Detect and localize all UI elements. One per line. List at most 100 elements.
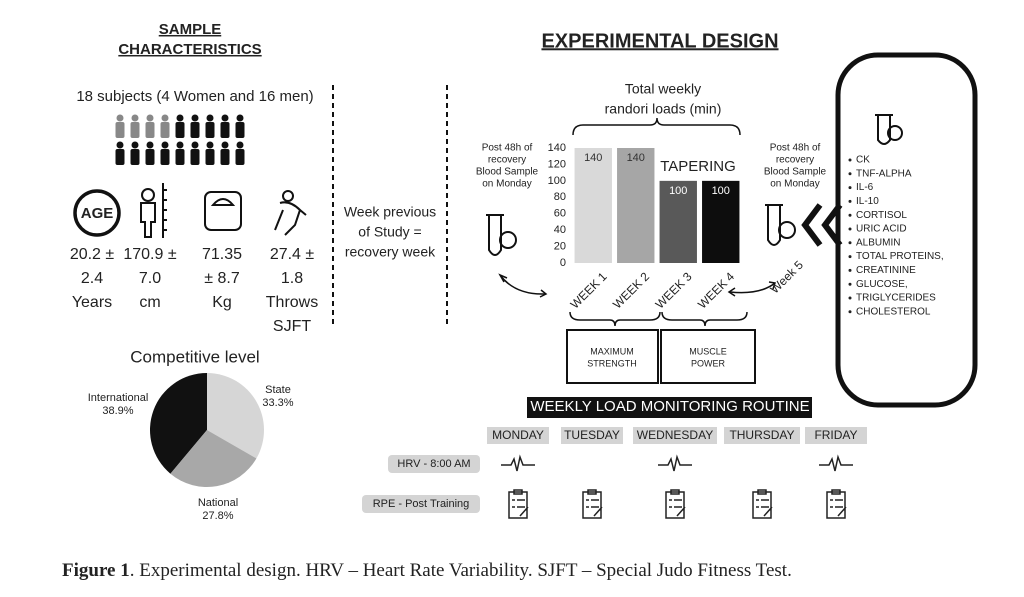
biomarker: IL-6: [856, 182, 874, 193]
stat-text: ± 8.7: [204, 270, 240, 287]
bar: [659, 180, 697, 263]
person-icon: [190, 114, 200, 138]
caption-label: Figure 1: [62, 560, 130, 581]
person-body: [160, 149, 170, 165]
bullet: [848, 227, 852, 231]
x-tick-label: WEEK 1: [568, 269, 610, 311]
day-box: [561, 427, 623, 444]
pie-label: State: [265, 384, 291, 396]
person-icon: [190, 141, 200, 165]
stat-text: 170.9 ±: [123, 246, 176, 263]
blood-note: on Monday: [482, 179, 531, 190]
stat-text: 7.0: [139, 270, 161, 287]
y-tick-label: 120: [548, 158, 566, 170]
y-tick-label: 140: [548, 142, 566, 154]
biomarker: CREATININE: [856, 265, 916, 276]
brace: [569, 311, 661, 327]
brace: [661, 311, 748, 327]
biomarker: CORTISOL: [856, 210, 907, 221]
bullet: [848, 172, 852, 176]
bullet: [848, 241, 852, 245]
person-head: [116, 114, 124, 122]
stat-text: 1.8: [281, 270, 303, 287]
biomarker: TRIGLYCERIDES: [856, 293, 936, 304]
blood-note: Blood Sample: [476, 167, 539, 178]
ecg-icon: [501, 454, 535, 472]
biomarker: CHOLESTEROL: [856, 306, 931, 317]
stat-text: Kg: [212, 294, 232, 311]
section-title: EXPERIMENTAL DESIGN: [541, 30, 778, 52]
clipboard-icon: [582, 489, 603, 519]
stat-text: Years: [72, 294, 112, 311]
person-icon: [205, 141, 215, 165]
person-head: [236, 141, 244, 149]
person-body: [190, 149, 200, 165]
test-tube: [875, 114, 903, 145]
loads-label: Total weekly: [625, 81, 701, 97]
person-icon: [145, 114, 155, 138]
bullet: [848, 296, 852, 300]
person-icon: [175, 141, 185, 165]
bar-label: 100: [669, 185, 687, 197]
pie-title: Competitive level: [130, 347, 259, 366]
recovery-note: of Study =: [358, 224, 421, 240]
y-tick-label: 20: [554, 240, 566, 252]
age-icon: [73, 189, 121, 237]
subjects-text: 18 subjects (4 Women and 16 men): [76, 88, 313, 105]
person-head: [161, 114, 169, 122]
test-tube: [765, 204, 796, 246]
phase-label: POWER: [691, 358, 726, 368]
caption-text: . Experimental design. HRV – Heart Rate …: [130, 560, 792, 581]
clipboard-icon: [752, 489, 773, 519]
content: SAMPLE CHARACTERISTICS 18 subjects (4 Wome…: [62, 21, 944, 581]
pie-value-label: 38.9%: [102, 405, 133, 417]
person-head: [131, 114, 139, 122]
person-body: [175, 122, 185, 138]
person-head: [206, 141, 214, 149]
blood-note: Blood Sample: [764, 167, 827, 178]
person-head: [146, 141, 154, 149]
person-body: [205, 122, 215, 138]
pie-label: National: [198, 497, 238, 509]
row-label-box: [362, 495, 480, 513]
y-tick-label: 60: [554, 208, 566, 220]
phase-label: MAXIMUM: [590, 346, 634, 356]
person-body: [235, 149, 245, 165]
biomarker-box: [835, 52, 978, 408]
person-icon: [235, 141, 245, 165]
person-head: [161, 141, 169, 149]
height-icon: [140, 183, 167, 238]
row-label-box: [388, 455, 480, 473]
person-icon: [205, 114, 215, 138]
stat-text: 20.2 ±: [70, 246, 115, 263]
person-head: [176, 141, 184, 149]
person-body: [145, 149, 155, 165]
pie-label: International: [88, 392, 149, 404]
person-head: [131, 141, 139, 149]
x-tick-label: WEEK 2: [610, 269, 652, 311]
person-icon: [220, 114, 230, 138]
biomarker: CK: [856, 155, 870, 166]
bullet: [848, 213, 852, 217]
arrow: [729, 282, 776, 294]
bar: [617, 148, 655, 263]
blood-note: recovery: [488, 155, 526, 166]
person-body: [115, 149, 125, 165]
age-label: AGE: [81, 205, 114, 222]
week-label: Week 5: [767, 258, 806, 297]
bar-label: 140: [584, 152, 602, 164]
day-box: [487, 427, 549, 444]
bullet: [848, 268, 852, 272]
phase-box: [566, 329, 659, 384]
person-body: [190, 122, 200, 138]
person-body: [235, 122, 245, 138]
phase-box: [660, 329, 756, 384]
arrowhead: [727, 281, 776, 297]
person-body: [205, 149, 215, 165]
person-icon: [235, 114, 245, 138]
pie-value-label: 27.8%: [202, 510, 233, 522]
person-body: [115, 122, 125, 138]
biomarker: IL-10: [856, 196, 879, 207]
person-head: [146, 114, 154, 122]
bullet: [848, 310, 852, 314]
